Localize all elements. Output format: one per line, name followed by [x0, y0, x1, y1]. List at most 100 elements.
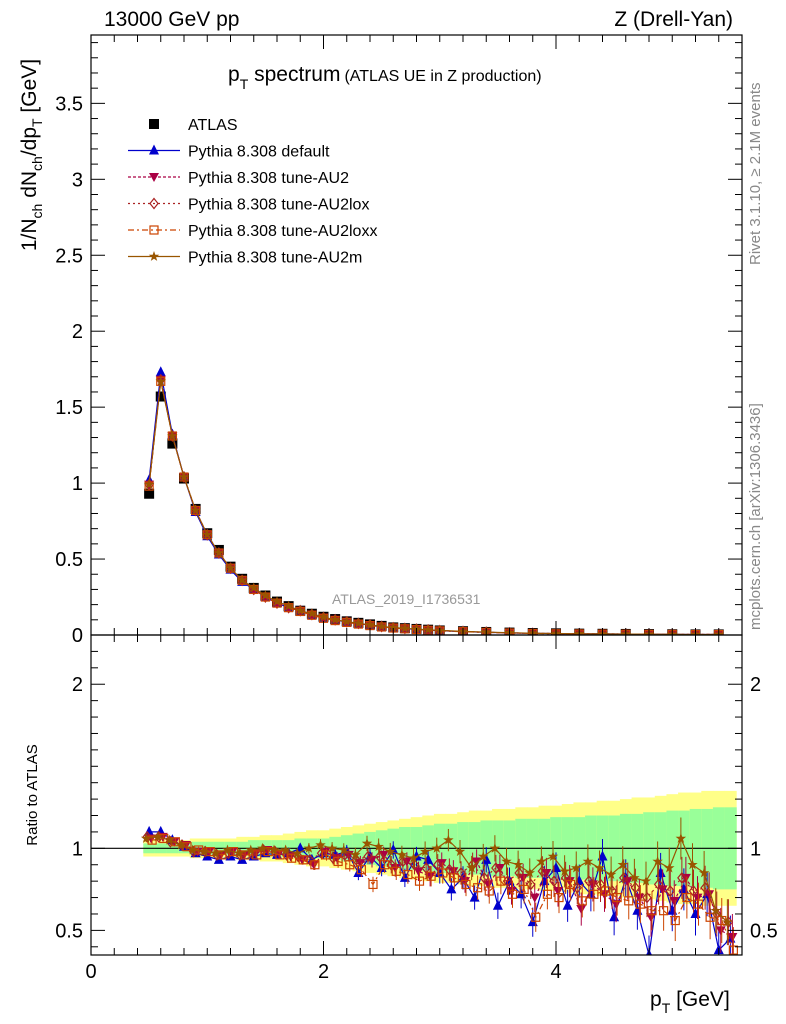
ratio-series-point-2 [688, 885, 699, 897]
ratio-series-point-3 [635, 899, 645, 909]
ratio-series-point-4 [512, 859, 524, 870]
ratio-series-point-1 [471, 857, 482, 867]
ratio-series-point-4 [710, 905, 721, 916]
ratio-series-point-0 [446, 883, 457, 894]
ratio-series-point-3 [426, 871, 436, 881]
ratio-series-point-3 [321, 850, 332, 860]
ratio-series-point-1 [460, 877, 470, 887]
ratio-series-point-3 [670, 915, 680, 926]
main-y-tick-label: 1 [72, 473, 83, 495]
ratio-series-point-4 [594, 862, 605, 873]
ratio-series-point-4 [524, 867, 535, 878]
ratio-series-point-1 [483, 880, 494, 890]
plot-axes: 00.511.522.533.50 2 40.5 0.51 12 2 [55, 34, 778, 983]
main-y-tick-label: 3 [72, 169, 83, 191]
x-tick-label: 4 [550, 961, 561, 983]
main-y-tick-label: 0 [72, 625, 83, 647]
x-axis-label: pT [GeV] [650, 988, 730, 1016]
ratio-series-point-3 [380, 860, 390, 870]
ratio-series-point-1 [448, 867, 459, 877]
ratio-series-point-1 [715, 926, 726, 936]
ratio-series-point-4 [187, 844, 198, 855]
atlas-data-point [155, 391, 166, 402]
ratio-series-point-3 [461, 879, 471, 890]
ratio-series-point-3 [287, 853, 297, 863]
x-axis-label-main: p [650, 988, 662, 1011]
ratio-series-point-3 [345, 860, 355, 870]
ratio-series-point-4 [664, 862, 675, 873]
main-y-tick-label: 2 [72, 321, 83, 343]
ratio-series-point-4 [419, 846, 431, 857]
ratio-series-point-2 [456, 866, 466, 879]
ratio-series-point-3 [368, 879, 378, 890]
legend-marker-2 [149, 173, 159, 182]
ratio-series-point-1 [669, 896, 680, 906]
ratio-series-point-2 [479, 871, 490, 884]
x-axis-label-rest: [GeV] [670, 988, 730, 1011]
ratio-series-point-4 [617, 859, 628, 870]
x-tick-label: 0 [85, 961, 96, 983]
ratio-series-point-1 [506, 887, 517, 896]
ratio-series-point-3 [519, 884, 529, 894]
ratio-series-point-4 [175, 839, 187, 850]
ratio-series-point-2 [142, 830, 152, 843]
ratio-series-point-2 [537, 865, 548, 878]
ratio-series-point-4 [233, 847, 245, 858]
ratio-series-point-4 [140, 833, 152, 843]
ratio-series-point-4 [280, 844, 291, 855]
ratio-series-point-4 [489, 842, 501, 853]
mcplots-label: mcplots.cern.ch [arXiv:1306.3436] [747, 403, 764, 630]
ratio-y-tick-label-right: 1 [750, 838, 761, 860]
main-series-point-5 [236, 574, 248, 585]
ratio-series-point-4 [605, 869, 617, 879]
ratio-series-point-4 [722, 916, 733, 927]
ratio-series-point-2 [514, 866, 524, 879]
ratio-series-point-2 [398, 855, 408, 868]
ratio-series-point-1 [634, 893, 645, 903]
ratio-series-point-4 [361, 837, 373, 848]
ratio-series-point-4 [326, 842, 338, 853]
ratio-series-point-4 [629, 872, 640, 883]
ratio-series-point-2 [409, 858, 420, 871]
ratio-series-point-3 [484, 886, 494, 896]
ratio-series-point-3 [624, 896, 634, 906]
ratio-series-point-3 [542, 889, 552, 899]
ratio-series-point-4 [152, 831, 163, 842]
ratio-series-point-4 [303, 842, 315, 853]
ratio-series-point-3 [566, 879, 576, 890]
ratio-series-point-3 [507, 889, 518, 899]
ratio-series-point-2 [421, 862, 431, 874]
ratio-series-point-4 [559, 865, 570, 876]
ratio-series-point-3 [693, 899, 704, 909]
legend-label-4: Pythia 8.308 tune-AU2loxx [188, 223, 377, 240]
ratio-y-axis-label: Ratio to ATLAS [24, 744, 41, 845]
ratio-series-point-4 [547, 851, 559, 861]
ratio-series-point-1 [367, 855, 377, 865]
main-series-point-5 [202, 529, 213, 540]
main-series-point-5 [225, 562, 236, 573]
ratio-series-point-4 [222, 844, 233, 855]
main-series-point-5 [306, 608, 318, 619]
ratio-series-point-4 [408, 852, 419, 863]
plot-title-main: p [228, 63, 240, 86]
legend-label-3: Pythia 8.308 tune-AU2lox [188, 197, 369, 214]
ratio-series-point-3 [705, 912, 715, 922]
ratio-series-point-3 [310, 860, 320, 870]
main-series-point-5 [248, 582, 259, 593]
legend-label-2: Pythia 8.308 tune-AU2 [188, 170, 349, 187]
ratio-series-point-3 [333, 856, 343, 867]
ratio-series-point-3 [589, 889, 599, 899]
ratio-y-tick-label-left: 1 [72, 838, 83, 860]
main-series-point-1 [155, 366, 166, 377]
ratio-series-point-4 [687, 859, 698, 870]
legend-marker-3 [149, 197, 159, 210]
main-series-point-5 [167, 430, 178, 441]
ratio-series-point-1 [646, 913, 656, 923]
ratio-series-point-1 [727, 932, 738, 942]
ratio-series-point-2 [630, 881, 641, 894]
main-series-point-5 [388, 622, 399, 632]
legend-marker-5 [148, 251, 160, 261]
main-series-point-5 [364, 619, 376, 630]
ratio-series-point-3 [496, 876, 506, 886]
